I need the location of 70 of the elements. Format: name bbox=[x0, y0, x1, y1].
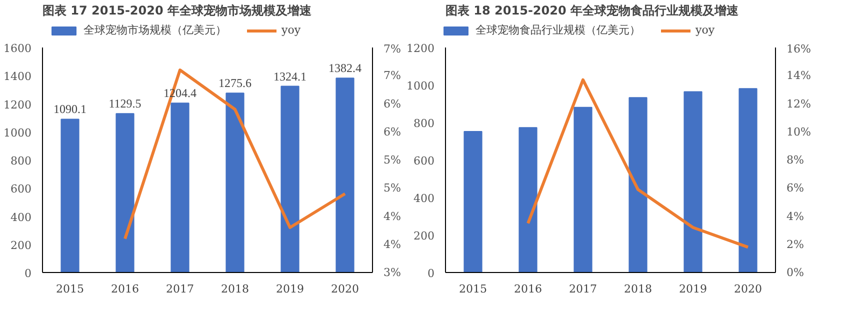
y2-tick-label: 8% bbox=[786, 154, 804, 166]
chart-title: 图表 18 2015-2020 年全球宠物食品行业规模及增速 bbox=[446, 4, 740, 18]
x-tick-label: 2020 bbox=[331, 282, 360, 296]
x-tick-label: 2019 bbox=[276, 282, 304, 296]
x-tick-label: 2016 bbox=[514, 282, 542, 296]
y-tick-label: 1600 bbox=[4, 42, 32, 55]
data-label: 1090.1 bbox=[54, 102, 86, 116]
bar bbox=[226, 92, 244, 272]
bar bbox=[464, 131, 482, 272]
y2-tick-label: 16% bbox=[786, 42, 811, 56]
y2-tick-label: 3% bbox=[384, 266, 401, 279]
bar bbox=[336, 78, 354, 272]
y2-tick-label: 7% bbox=[384, 42, 401, 56]
y-tick-label: 800 bbox=[10, 154, 32, 168]
y2-tick-label: 4% bbox=[786, 210, 804, 223]
y-tick-label: 1000 bbox=[4, 126, 32, 140]
y2-tick-label: 10% bbox=[786, 125, 811, 138]
y2-tick-label: 5% bbox=[384, 154, 401, 166]
y-tick-label: 600 bbox=[414, 154, 435, 168]
y2-tick-label: 4% bbox=[384, 210, 401, 223]
y-tick-label: 600 bbox=[10, 182, 32, 196]
legend-label: yoy bbox=[281, 24, 302, 36]
bar bbox=[574, 106, 592, 272]
bar bbox=[116, 113, 134, 272]
data-label: 1129.5 bbox=[108, 96, 142, 111]
y2-tick-label: 4% bbox=[384, 238, 401, 251]
data-label: 1382.4 bbox=[328, 61, 362, 76]
y-tick-label: 200 bbox=[414, 230, 435, 242]
y2-tick-label: 0% bbox=[786, 266, 804, 279]
line-series bbox=[526, 78, 750, 249]
y2-tick-label: 12% bbox=[786, 97, 811, 110]
bar bbox=[518, 127, 538, 272]
y-tick-label: 200 bbox=[10, 238, 32, 252]
y-tick-label: 1200 bbox=[406, 42, 435, 55]
y-tick-label: 1400 bbox=[4, 70, 32, 84]
legend-label: 全球宠物市场规模（亿美元） bbox=[83, 22, 226, 38]
x-tick-label: 2019 bbox=[679, 282, 708, 296]
y-tick-label: 1200 bbox=[4, 98, 32, 112]
x-tick-label: 2015 bbox=[56, 282, 84, 296]
y2-tick-label: 14% bbox=[786, 69, 811, 82]
y-tick-label: 800 bbox=[414, 117, 435, 130]
y-tick-label: 0 bbox=[24, 267, 32, 280]
data-label: 1324.1 bbox=[274, 69, 306, 84]
legend-label: yoy bbox=[695, 24, 716, 36]
y2-tick-label: 6% bbox=[384, 125, 401, 138]
x-tick-label: 2016 bbox=[111, 282, 140, 296]
chart-title: 图表 17 2015-2020 年全球宠物市场规模及增速 bbox=[42, 4, 313, 18]
x-tick-label: 2018 bbox=[624, 282, 652, 296]
x-tick-label: 2017 bbox=[569, 282, 598, 296]
y-tick-label: 1000 bbox=[406, 80, 435, 92]
x-tick-label: 2017 bbox=[166, 282, 194, 296]
x-tick-label: 2018 bbox=[221, 282, 250, 296]
y2-tick-label: 6% bbox=[786, 182, 804, 195]
y-tick-label: 400 bbox=[10, 210, 32, 224]
bar bbox=[684, 91, 702, 272]
bar bbox=[628, 97, 648, 272]
bar bbox=[738, 88, 758, 272]
y2-tick-label: 2% bbox=[786, 238, 804, 251]
y2-tick-label: 5% bbox=[384, 182, 401, 195]
y2-tick-label: 6% bbox=[384, 97, 401, 110]
x-tick-label: 2020 bbox=[734, 282, 762, 296]
bar bbox=[280, 86, 300, 272]
data-label: 1275.6 bbox=[218, 76, 252, 90]
y2-tick-label: 7% bbox=[384, 69, 401, 82]
x-tick-label: 2015 bbox=[459, 282, 488, 296]
legend-label: 全球宠物食品行业规模（亿美元） bbox=[475, 22, 640, 38]
bar bbox=[170, 102, 190, 272]
bar bbox=[60, 118, 80, 272]
y-tick-label: 400 bbox=[414, 192, 435, 205]
y-tick-label: 0 bbox=[428, 267, 434, 280]
